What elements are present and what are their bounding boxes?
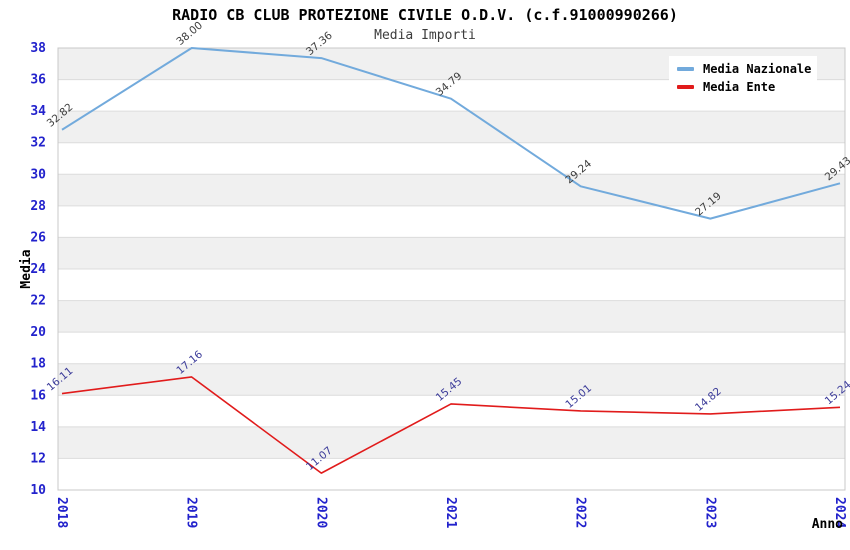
- plot-band: [58, 174, 845, 206]
- y-tick-label: 18: [30, 357, 46, 372]
- chart-title: RADIO CB CLUB PROTEZIONE CIVILE O.D.V. (…: [172, 6, 678, 24]
- legend-label: Media Nazionale: [703, 62, 812, 76]
- y-tick-label: 38: [30, 41, 46, 56]
- chart-subtitle: Media Importi: [374, 28, 476, 43]
- y-tick-label: 14: [30, 420, 46, 435]
- data-point-label: 38.00: [174, 19, 205, 48]
- plot-band: [58, 363, 845, 396]
- legend-item-media-ente: Media Ente: [677, 78, 817, 96]
- legend-item-media-nazionale: Media Nazionale: [677, 60, 817, 78]
- y-tick-label: 10: [30, 483, 46, 498]
- y-tick-label: 32: [30, 136, 46, 151]
- x-tick-label: 2018: [54, 497, 69, 528]
- series-line-media-ente: [61, 376, 841, 474]
- y-tick-label: 16: [30, 388, 46, 403]
- x-tick-label: 2023: [702, 497, 717, 528]
- legend-swatch-media-nazionale: [677, 67, 694, 71]
- series-line-media-nazionale: [61, 47, 841, 220]
- plot-band: [58, 111, 845, 143]
- x-tick-label: 2019: [184, 497, 199, 528]
- plot-border: [57, 47, 846, 491]
- legend-label: Media Ente: [703, 80, 776, 94]
- y-tick-label: 12: [30, 451, 46, 466]
- y-tick-label: 28: [30, 199, 46, 214]
- y-tick-label: 34: [30, 104, 46, 119]
- y-tick-label: 24: [30, 262, 46, 277]
- x-tick-label: 2021: [443, 497, 458, 528]
- y-tick-label: 22: [30, 294, 46, 309]
- plot-band: [58, 300, 845, 333]
- y-axis-title: Media: [19, 249, 34, 288]
- legend-swatch-media-ente: [677, 85, 694, 89]
- x-tick-label: 2020: [313, 497, 328, 528]
- plot-band: [58, 426, 845, 459]
- x-tick-label: 2022: [573, 497, 588, 528]
- y-tick-label: 30: [30, 167, 46, 182]
- y-tick-label: 36: [30, 73, 46, 88]
- y-tick-label: 26: [30, 230, 46, 245]
- legend: Media Nazionale Media Ente: [669, 56, 817, 100]
- y-tick-label: 20: [30, 325, 46, 340]
- x-axis-title: Anno: [812, 517, 843, 532]
- plot-band: [58, 237, 845, 269]
- x-tick-label: 2024: [832, 497, 847, 528]
